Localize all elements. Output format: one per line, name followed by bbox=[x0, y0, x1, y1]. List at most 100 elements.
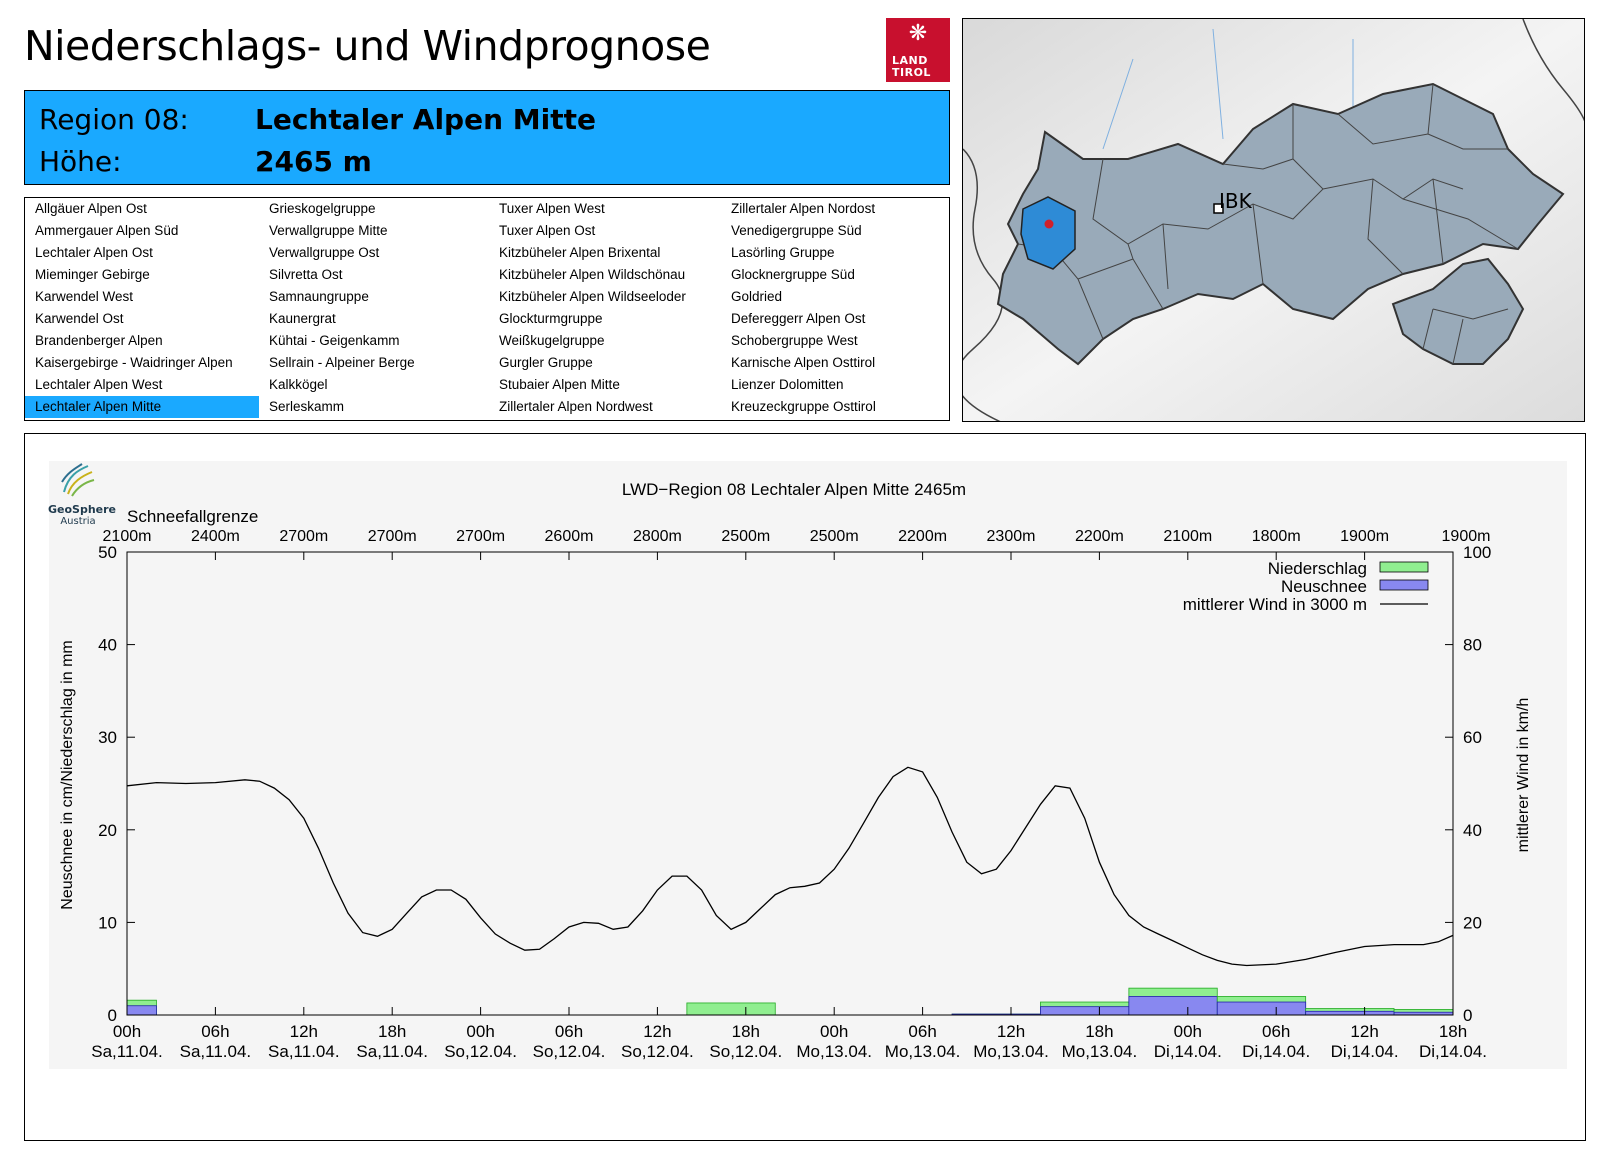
region-list-item[interactable]: Sellrain - Alpeiner Berge bbox=[269, 355, 415, 370]
x-tick-time: 06h bbox=[201, 1022, 229, 1041]
x-tick-time: 18h bbox=[378, 1022, 406, 1041]
region-list-item[interactable]: Brandenberger Alpen bbox=[35, 333, 163, 348]
y-tick-label-right: 40 bbox=[1463, 821, 1482, 840]
region-list-item[interactable]: Zillertaler Alpen Nordwest bbox=[499, 399, 653, 414]
region-list-item[interactable]: Schobergruppe West bbox=[731, 333, 858, 348]
region-list-item[interactable]: Goldried bbox=[731, 289, 783, 304]
snowline-heading: Schneefallgrenze bbox=[127, 507, 258, 526]
region-list-item[interactable]: Kitzbüheler Alpen Wildschönau bbox=[499, 267, 686, 282]
region-list-item[interactable]: Ammergauer Alpen Süd bbox=[35, 223, 179, 238]
region-list-item[interactable]: Tuxer Alpen Ost bbox=[499, 223, 596, 238]
x-tick-time: 00h bbox=[466, 1022, 494, 1041]
x-tick-date: Mo,13.04. bbox=[973, 1042, 1049, 1061]
height-value: 2465 m bbox=[255, 145, 372, 178]
region-info-box: Region 08: Lechtaler Alpen Mitte Höhe: 2… bbox=[24, 90, 950, 185]
region-name: Lechtaler Alpen Mitte bbox=[255, 103, 596, 136]
y-tick-label-left: 40 bbox=[98, 636, 117, 655]
x-tick-date: Sa,11.04. bbox=[91, 1042, 163, 1061]
y-tick-label-right: 100 bbox=[1463, 543, 1491, 562]
region-list-item[interactable]: Mieminger Gebirge bbox=[35, 267, 150, 282]
region-list-item[interactable]: Kitzbüheler Alpen Brixental bbox=[499, 245, 661, 260]
region-list-item[interactable]: Lechtaler Alpen Mitte bbox=[25, 396, 259, 418]
snowline-value: 2100m bbox=[103, 528, 152, 545]
innsbruck-label: IBK bbox=[1219, 189, 1253, 213]
y-tick-label-right: 20 bbox=[1463, 913, 1482, 932]
y-tick-label-left: 10 bbox=[98, 913, 117, 932]
legend-swatch-precip bbox=[1379, 561, 1429, 573]
y-tick-label-left: 50 bbox=[98, 543, 117, 562]
region-list-item[interactable]: Verwallgruppe Mitte bbox=[269, 223, 388, 238]
snowline-value: 2700m bbox=[368, 528, 417, 545]
x-tick-date: Di,14.04. bbox=[1419, 1042, 1487, 1061]
region-list-item[interactable]: Stubaier Alpen Mitte bbox=[499, 377, 620, 392]
region-list-column-2: Grieskogelgruppe Verwallgruppe Mitte Verwa… bbox=[259, 198, 489, 418]
region-list-item[interactable]: Serleskamm bbox=[269, 399, 345, 414]
region-list-item[interactable]: Verwallgruppe Ost bbox=[269, 245, 380, 260]
precip-bar bbox=[686, 1002, 776, 1016]
snowline-value: 2500m bbox=[810, 528, 859, 545]
region-list-item[interactable]: Kaisergebirge - Waidringer Alpen bbox=[35, 355, 233, 370]
region-list-item[interactable]: Karwendel West bbox=[35, 289, 134, 304]
region-list-item[interactable]: Grieskogelgruppe bbox=[269, 201, 376, 216]
snowline-value: 2700m bbox=[456, 528, 505, 545]
y-axis-label-left: Neuschnee in cm/Niederschlag in mm bbox=[59, 640, 76, 909]
logo-line-1: LAND bbox=[892, 54, 928, 67]
region-list-item[interactable]: Allgäuer Alpen Ost bbox=[35, 201, 147, 216]
region-list-item[interactable]: Karnische Alpen Osttirol bbox=[731, 355, 876, 370]
x-tick-date: Di,14.04. bbox=[1154, 1042, 1222, 1061]
x-tick-date: Mo,13.04. bbox=[796, 1042, 872, 1061]
region-list-item[interactable]: Defereggerr Alpen Ost bbox=[731, 311, 866, 326]
region-list-item[interactable]: Gurgler Gruppe bbox=[499, 355, 593, 370]
logo-line-2: TIROL bbox=[892, 66, 931, 79]
region-list-column-1: Allgäuer Alpen Ost Ammergauer Alpen Süd Le… bbox=[25, 198, 259, 418]
geosphere-logo: GeoSphere Austria bbox=[48, 462, 117, 527]
region-list-item[interactable]: Samnaungruppe bbox=[269, 289, 369, 304]
snowline-value: 2400m bbox=[191, 528, 240, 545]
geosphere-name: GeoSphere bbox=[48, 503, 117, 516]
region-list-item[interactable]: Lasörling Gruppe bbox=[731, 245, 835, 260]
geosphere-sub: Austria bbox=[60, 516, 96, 527]
chart-frame bbox=[24, 433, 1586, 1141]
region-list-item[interactable]: Tuxer Alpen West bbox=[499, 201, 605, 216]
region-list-item[interactable]: Lechtaler Alpen Ost bbox=[35, 245, 153, 260]
tirol-map-svg: IBK bbox=[963, 19, 1584, 421]
region-list-item[interactable]: Kühtai - Geigenkamm bbox=[269, 333, 400, 348]
region-list-item[interactable]: Lienzer Dolomitten bbox=[731, 377, 844, 392]
x-tick-time: 18h bbox=[1085, 1022, 1113, 1041]
region-list-item[interactable]: Kitzbüheler Alpen Wildseeloder bbox=[499, 289, 686, 304]
y-tick-label-right: 0 bbox=[1463, 1006, 1472, 1025]
region-list-item[interactable]: Kalkkögel bbox=[269, 377, 328, 392]
innsbruck-marker bbox=[1213, 203, 1224, 214]
snowline-value: 2800m bbox=[633, 528, 682, 545]
y-axis-label-right: mittlerer Wind in km/h bbox=[1515, 698, 1532, 853]
wind-series-line bbox=[126, 766, 1454, 967]
y-tick-label-right: 80 bbox=[1463, 636, 1482, 655]
y-tick-label-left: 30 bbox=[98, 728, 117, 747]
snowline-value: 2100m bbox=[1163, 528, 1212, 545]
region-list-item[interactable]: Kreuzeckgruppe Osttirol bbox=[731, 399, 876, 414]
region-list-item[interactable]: Glocknergruppe Süd bbox=[731, 267, 855, 282]
selected-region-shape bbox=[1020, 196, 1076, 270]
snow-bar bbox=[1128, 996, 1218, 1016]
region-map: IBK bbox=[962, 18, 1585, 422]
x-tick-date: So,12.04. bbox=[444, 1042, 517, 1061]
legend-label-snow: Neuschnee bbox=[1281, 577, 1367, 596]
region-list-item[interactable]: Karwendel Ost bbox=[35, 311, 124, 326]
x-tick-date: Di,14.04. bbox=[1242, 1042, 1310, 1061]
region-list-item[interactable]: Zillertaler Alpen Nordost bbox=[731, 201, 876, 216]
plot-frame bbox=[126, 551, 1454, 1016]
x-tick-time: 18h bbox=[1439, 1022, 1467, 1041]
plot-background bbox=[49, 461, 1567, 1069]
snow-bar bbox=[1305, 1010, 1395, 1016]
snow-bar bbox=[126, 1005, 157, 1016]
region-list-item[interactable]: Venedigergruppe Süd bbox=[731, 223, 862, 238]
region-list-item[interactable]: Lechtaler Alpen West bbox=[35, 377, 163, 392]
y-tick-label-left: 20 bbox=[98, 821, 117, 840]
region-label: Region 08: bbox=[39, 103, 189, 136]
legend-swatch-snow bbox=[1379, 579, 1429, 591]
region-list-item[interactable]: Silvretta Ost bbox=[269, 267, 343, 282]
region-list-item[interactable]: Weißkugelgruppe bbox=[499, 333, 605, 348]
region-list: Allgäuer Alpen Ost Ammergauer Alpen Süd Le… bbox=[24, 197, 950, 421]
region-list-item[interactable]: Glockturmgruppe bbox=[499, 311, 603, 326]
region-list-item[interactable]: Kaunergrat bbox=[269, 311, 336, 326]
